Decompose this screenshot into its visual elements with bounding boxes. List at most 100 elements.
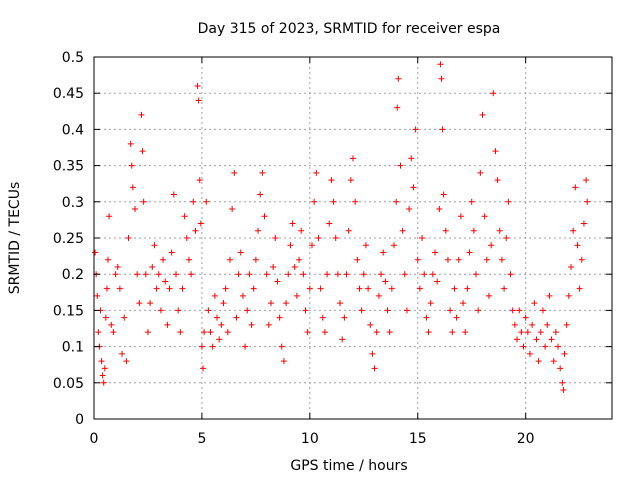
data-point xyxy=(209,343,216,350)
data-point xyxy=(226,256,233,263)
data-point xyxy=(334,271,341,278)
data-point xyxy=(565,292,572,299)
data-point xyxy=(578,256,585,263)
data-point xyxy=(293,292,300,299)
data-point xyxy=(419,235,426,241)
data-point xyxy=(384,307,391,314)
data-point xyxy=(108,321,115,328)
data-point xyxy=(501,285,508,292)
data-point xyxy=(155,271,162,278)
data-point xyxy=(175,307,182,314)
data-point xyxy=(475,307,482,314)
x-tick-label: 15 xyxy=(409,431,427,447)
data-point xyxy=(343,271,350,278)
data-point xyxy=(378,271,385,278)
data-point xyxy=(572,184,579,191)
y-tick-label: 0.5 xyxy=(62,50,84,66)
data-points xyxy=(92,61,591,394)
data-point xyxy=(399,227,406,234)
data-point xyxy=(285,271,292,278)
data-point xyxy=(287,242,294,249)
data-point xyxy=(516,307,523,314)
data-point xyxy=(324,271,331,278)
data-point xyxy=(481,213,488,220)
data-point xyxy=(434,278,441,285)
data-point xyxy=(570,227,577,234)
data-point xyxy=(425,329,432,336)
data-point xyxy=(231,169,238,176)
data-point xyxy=(583,177,590,184)
data-point xyxy=(196,177,203,184)
data-point xyxy=(439,126,446,133)
data-point xyxy=(177,329,184,336)
data-point xyxy=(395,75,402,82)
data-point xyxy=(488,242,495,249)
data-point xyxy=(412,126,419,133)
y-tick-label: 0.1 xyxy=(62,340,84,356)
data-point xyxy=(462,329,469,336)
data-point xyxy=(98,358,105,365)
data-point xyxy=(205,307,212,314)
data-point xyxy=(95,329,102,336)
data-point xyxy=(580,220,587,227)
data-point xyxy=(464,285,471,292)
y-tick-label: 0.25 xyxy=(53,231,84,247)
data-point xyxy=(233,314,240,321)
data-point xyxy=(248,321,255,328)
data-point xyxy=(116,285,123,292)
data-point xyxy=(522,314,529,321)
data-point xyxy=(354,256,361,263)
data-point xyxy=(394,104,401,111)
data-point xyxy=(466,249,473,256)
data-point xyxy=(509,307,516,314)
data-point xyxy=(128,162,135,169)
data-point xyxy=(492,148,499,155)
data-point xyxy=(304,329,311,336)
data-point xyxy=(103,285,110,292)
data-point xyxy=(300,271,307,278)
data-point xyxy=(99,372,106,379)
data-point xyxy=(477,169,484,176)
data-point xyxy=(140,198,147,205)
data-point xyxy=(584,198,591,205)
data-point xyxy=(337,300,344,307)
data-point xyxy=(423,314,430,321)
data-point xyxy=(250,285,257,292)
data-point xyxy=(168,249,175,256)
data-point xyxy=(421,271,428,278)
data-point xyxy=(544,321,551,328)
data-point xyxy=(110,329,117,336)
data-point xyxy=(259,169,266,176)
data-point xyxy=(311,198,318,205)
data-point xyxy=(438,75,445,82)
data-point xyxy=(261,213,268,220)
data-point xyxy=(557,365,564,372)
x-tick-label: 10 xyxy=(301,431,319,447)
data-point xyxy=(132,206,139,213)
data-point xyxy=(339,336,346,343)
data-point xyxy=(127,140,134,147)
data-point xyxy=(252,256,259,263)
data-point xyxy=(514,336,521,343)
data-point xyxy=(375,292,382,299)
data-point xyxy=(144,329,151,336)
data-point xyxy=(382,278,389,285)
y-tick-label: 0.35 xyxy=(53,159,84,175)
data-point xyxy=(362,242,369,249)
data-point xyxy=(455,256,462,263)
data-point xyxy=(280,358,287,365)
data-point xyxy=(397,162,404,169)
data-point xyxy=(170,191,177,198)
data-point xyxy=(529,321,536,328)
data-point xyxy=(548,336,555,343)
data-point xyxy=(157,307,164,314)
data-point xyxy=(449,329,456,336)
y-tick-label: 0.4 xyxy=(62,122,84,138)
data-point xyxy=(102,314,109,321)
data-point xyxy=(235,271,242,278)
data-point xyxy=(308,242,315,249)
data-point xyxy=(283,300,290,307)
data-point xyxy=(242,343,249,350)
y-tick-label: 0.45 xyxy=(53,86,84,102)
